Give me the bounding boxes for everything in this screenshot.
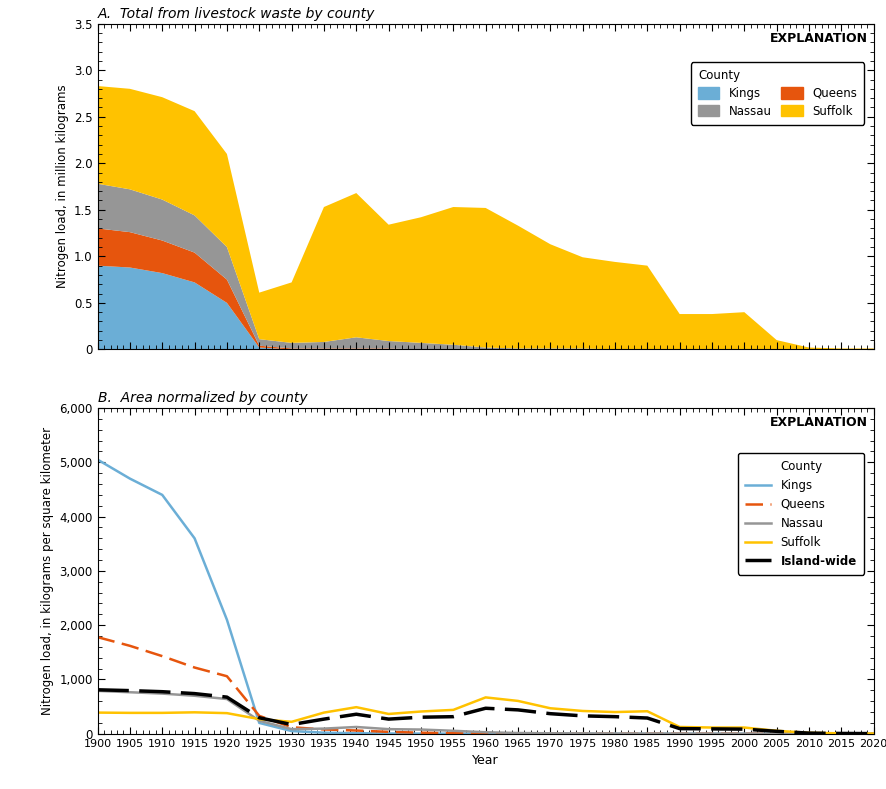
Legend: Kings, Nassau, Queens, Suffolk: Kings, Nassau, Queens, Suffolk: [690, 62, 863, 125]
Text: B.  Area normalized by county: B. Area normalized by county: [97, 391, 307, 406]
Y-axis label: Nitrogen load, in kilograms per square kilometer: Nitrogen load, in kilograms per square k…: [41, 427, 54, 715]
Text: A.  Total from livestock waste by county: A. Total from livestock waste by county: [97, 7, 375, 21]
Text: EXPLANATION: EXPLANATION: [769, 416, 867, 429]
Text: EXPLANATION: EXPLANATION: [769, 32, 867, 45]
Y-axis label: Nitrogen load, in million kilograms: Nitrogen load, in million kilograms: [56, 84, 68, 288]
Legend: Kings, Queens, Nassau, Suffolk, Island-wide: Kings, Queens, Nassau, Suffolk, Island-w…: [737, 453, 863, 574]
X-axis label: Year: Year: [471, 754, 499, 767]
